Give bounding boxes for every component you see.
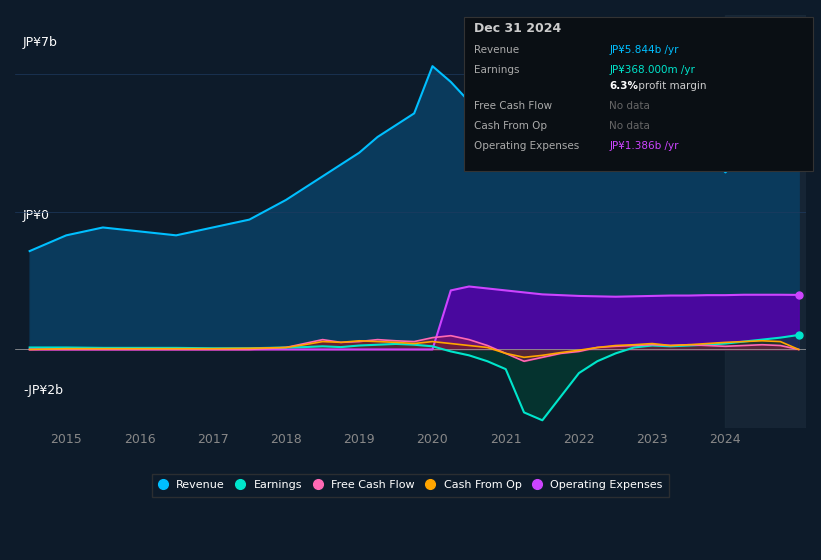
- Text: Earnings: Earnings: [474, 65, 519, 75]
- Text: Operating Expenses: Operating Expenses: [474, 141, 579, 151]
- Text: JP¥5.844b /yr: JP¥5.844b /yr: [609, 45, 679, 55]
- Text: Dec 31 2024: Dec 31 2024: [474, 22, 561, 35]
- Text: -JP¥2b: -JP¥2b: [23, 384, 63, 397]
- Text: JP¥368.000m /yr: JP¥368.000m /yr: [609, 65, 695, 75]
- Legend: Revenue, Earnings, Free Cash Flow, Cash From Op, Operating Expenses: Revenue, Earnings, Free Cash Flow, Cash …: [152, 474, 669, 497]
- Text: No data: No data: [609, 121, 650, 131]
- Text: JP¥7b: JP¥7b: [23, 36, 57, 49]
- Text: Revenue: Revenue: [474, 45, 519, 55]
- Text: JP¥0: JP¥0: [23, 209, 50, 222]
- Text: Free Cash Flow: Free Cash Flow: [474, 101, 552, 111]
- Text: profit margin: profit margin: [635, 81, 707, 91]
- Text: 6.3%: 6.3%: [609, 81, 638, 91]
- Text: Cash From Op: Cash From Op: [474, 121, 547, 131]
- Text: No data: No data: [609, 101, 650, 111]
- Bar: [726, 15, 806, 428]
- Text: JP¥1.386b /yr: JP¥1.386b /yr: [609, 141, 679, 151]
